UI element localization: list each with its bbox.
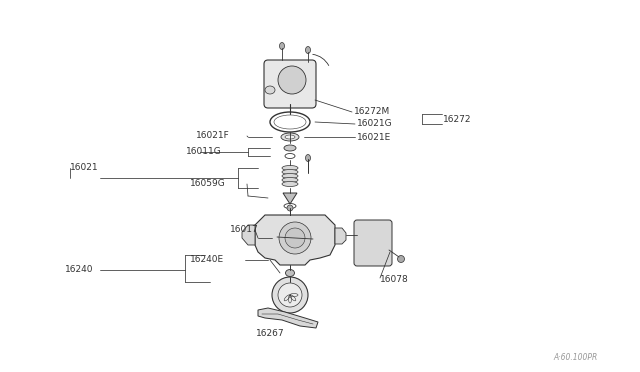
FancyBboxPatch shape — [354, 220, 392, 266]
Polygon shape — [242, 225, 255, 245]
Polygon shape — [255, 215, 335, 265]
Ellipse shape — [305, 46, 310, 54]
Ellipse shape — [285, 269, 294, 276]
Ellipse shape — [284, 145, 296, 151]
Ellipse shape — [282, 170, 298, 174]
Text: 16021E: 16021E — [357, 132, 391, 141]
Text: 16240: 16240 — [65, 266, 93, 275]
Circle shape — [278, 283, 302, 307]
Ellipse shape — [282, 182, 298, 186]
Circle shape — [397, 256, 404, 263]
Ellipse shape — [282, 166, 298, 170]
FancyBboxPatch shape — [264, 60, 316, 108]
Polygon shape — [283, 193, 297, 204]
Polygon shape — [335, 228, 346, 244]
Ellipse shape — [285, 135, 295, 139]
Text: 16272M: 16272M — [354, 108, 390, 116]
Text: A·60.100PR: A·60.100PR — [554, 353, 598, 362]
Text: 16078: 16078 — [380, 276, 409, 285]
Text: 16240E: 16240E — [190, 256, 224, 264]
Circle shape — [287, 205, 293, 211]
Ellipse shape — [280, 42, 285, 49]
Text: 16021F: 16021F — [196, 131, 230, 141]
Circle shape — [272, 277, 308, 313]
Ellipse shape — [265, 86, 275, 94]
Circle shape — [278, 66, 306, 94]
Circle shape — [285, 228, 305, 248]
Text: 16059G: 16059G — [190, 180, 226, 189]
Circle shape — [279, 222, 311, 254]
Text: 16272: 16272 — [443, 115, 472, 124]
Ellipse shape — [305, 154, 310, 161]
Ellipse shape — [282, 177, 298, 183]
Ellipse shape — [282, 173, 298, 179]
Text: 16267: 16267 — [256, 328, 284, 337]
Text: 16011G: 16011G — [186, 148, 221, 157]
Ellipse shape — [281, 133, 299, 141]
Polygon shape — [258, 308, 318, 328]
Text: 16017: 16017 — [230, 225, 259, 234]
Text: 16021G: 16021G — [357, 119, 392, 128]
Text: 16021: 16021 — [70, 164, 99, 173]
